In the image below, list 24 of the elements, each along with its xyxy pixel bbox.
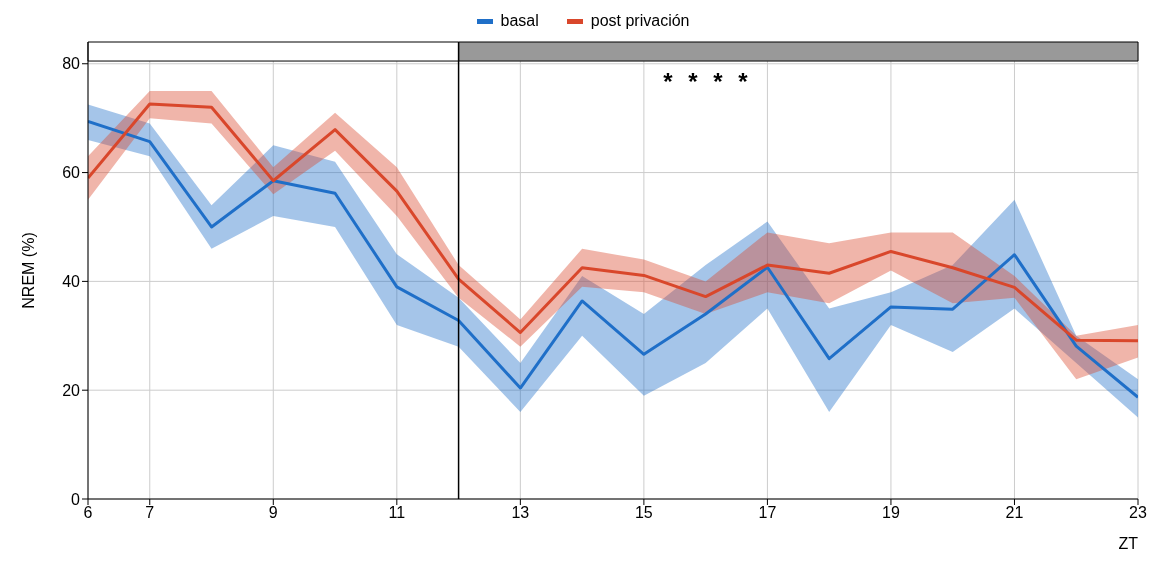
x-tick-label: 7	[145, 504, 155, 522]
x-axis-title: ZT	[1118, 535, 1139, 552]
annotation: *	[663, 68, 674, 95]
annotation: *	[688, 68, 699, 95]
y-tick-label: 60	[62, 164, 81, 182]
x-tick-label: 6	[83, 504, 93, 522]
y-tick-label: 0	[71, 490, 81, 508]
x-tick-label: 23	[1129, 504, 1147, 522]
x-tick-label: 21	[1005, 504, 1024, 522]
x-tick-label: 13	[511, 504, 530, 522]
x-tick-label: 17	[758, 504, 777, 522]
x-tick-label: 11	[388, 504, 406, 522]
line-series	[88, 102, 1138, 343]
legend-label: post privación	[590, 12, 690, 30]
y-tick-label: 80	[62, 55, 81, 73]
annotation: *	[738, 68, 749, 95]
x-tick-label: 15	[634, 504, 653, 522]
y-tick-label: 20	[62, 381, 81, 399]
annotation: *	[713, 68, 724, 95]
y-tick-label: 40	[62, 273, 81, 291]
legend-label: basal	[500, 12, 539, 30]
x-tick-label: 19	[882, 504, 900, 522]
x-tick-label: 9	[268, 504, 278, 522]
y-axis-title: NREM (%)	[19, 232, 37, 309]
